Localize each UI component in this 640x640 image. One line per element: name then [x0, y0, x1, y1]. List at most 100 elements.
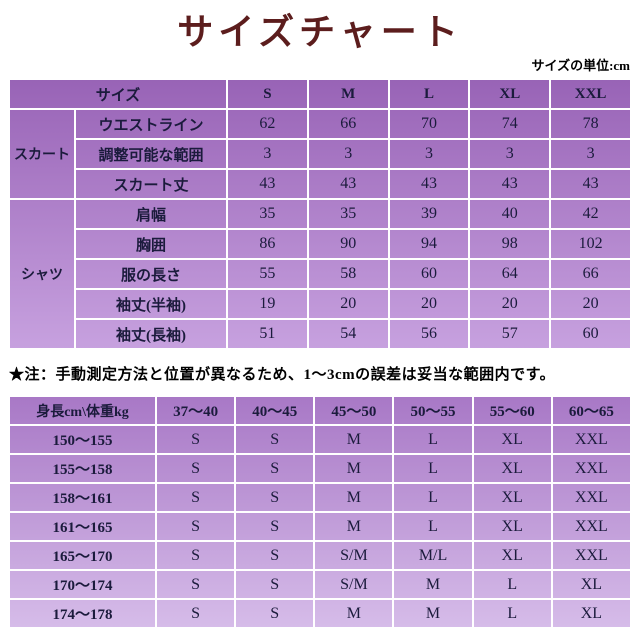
- size-value: 20: [387, 288, 471, 320]
- fit-size-value: M: [313, 598, 395, 629]
- fit-size-value: S: [154, 540, 237, 571]
- height-row-label: 155〜158: [8, 453, 157, 484]
- table-row: 身長cm\体重kg 37〜40 40〜45 45〜50 50〜55 55〜60 …: [8, 395, 633, 426]
- fit-size-value: M: [392, 569, 474, 600]
- size-value: 60: [387, 258, 471, 290]
- height-row-label: 158〜161: [8, 482, 157, 513]
- fit-size-value: S: [154, 453, 237, 484]
- size-value: 43: [226, 168, 309, 200]
- fit-table-corner-label: 身長cm\体重kg: [8, 395, 157, 426]
- size-value: 43: [549, 168, 632, 200]
- height-row-label: 161〜165: [8, 511, 157, 542]
- size-value: 43: [468, 168, 552, 200]
- fit-size-value: XL: [550, 569, 633, 600]
- row-label: 袖丈(半袖): [74, 288, 228, 320]
- size-value: 20: [549, 288, 632, 320]
- size-value: 35: [306, 198, 390, 230]
- height-row-label: 174〜178: [8, 598, 157, 629]
- size-value: 40: [468, 198, 552, 230]
- unit-note: サイズの単位:cm: [531, 58, 630, 73]
- group-label-shirt: シャツ: [8, 198, 76, 350]
- fit-size-value: M: [313, 511, 395, 542]
- size-value: 42: [549, 198, 632, 230]
- table-row: 袖丈(長袖) 51 54 56 57 60: [9, 318, 632, 350]
- fit-size-value: XXL: [550, 482, 633, 513]
- fit-size-value: S: [234, 598, 316, 629]
- fit-size-value: M: [313, 482, 395, 513]
- size-column-header: XL: [468, 78, 552, 110]
- size-column-header: L: [387, 78, 471, 110]
- size-table-corner-label: サイズ: [8, 78, 228, 110]
- fit-size-value: S: [234, 424, 316, 455]
- size-value: 64: [468, 258, 552, 290]
- fit-size-value: S: [154, 482, 237, 513]
- size-value: 66: [549, 258, 632, 290]
- size-value: 57: [468, 318, 552, 350]
- table-row: 155〜158 S S M L XL XXL: [8, 453, 633, 484]
- height-row-label: 165〜170: [8, 540, 157, 571]
- size-value: 55: [226, 258, 309, 290]
- height-row-label: 150〜155: [8, 424, 157, 455]
- row-label: 服の長さ: [74, 258, 228, 290]
- fit-size-value: XL: [550, 598, 633, 629]
- size-value: 3: [387, 138, 471, 170]
- size-column-header: XXL: [549, 78, 632, 110]
- fit-size-value: XL: [471, 540, 553, 571]
- size-value: 43: [306, 168, 390, 200]
- measurement-note: ★注：手動測定方法と位置が異なるため、1〜3cmの誤差は妥当な範囲内です。: [9, 367, 556, 383]
- fit-size-value: M: [313, 424, 395, 455]
- fit-size-value: XXL: [550, 511, 633, 542]
- size-value: 98: [468, 228, 552, 260]
- size-value: 70: [387, 108, 471, 140]
- size-value: 3: [549, 138, 632, 170]
- table-row: 袖丈(半袖) 19 20 20 20 20: [9, 288, 632, 320]
- size-column-header: S: [226, 78, 309, 110]
- fit-size-value: XL: [471, 511, 553, 542]
- fit-size-value: S: [154, 511, 237, 542]
- size-value: 78: [549, 108, 632, 140]
- fit-size-value: S: [154, 424, 237, 455]
- table-row: 174〜178 S S M M L XL: [8, 598, 633, 629]
- row-label: 袖丈(長袖): [74, 318, 228, 350]
- fit-size-value: S: [154, 569, 237, 600]
- weight-column-header: 40〜45: [234, 395, 316, 426]
- fit-size-value: S: [154, 598, 237, 629]
- table-row: 胸囲 86 90 94 98 102: [9, 228, 632, 260]
- fit-size-value: XL: [471, 453, 553, 484]
- table-row: 158〜161 S S M L XL XXL: [8, 482, 633, 513]
- fit-size-value: XL: [471, 424, 553, 455]
- table-row: サイズ S M L XL XXL: [8, 78, 632, 110]
- table-row: 服の長さ 55 58 60 64 66: [9, 258, 632, 290]
- fit-size-value: S: [234, 569, 316, 600]
- size-value: 20: [306, 288, 390, 320]
- size-value: 60: [549, 318, 632, 350]
- size-value: 19: [226, 288, 309, 320]
- row-label: スカート丈: [74, 168, 228, 200]
- weight-column-header: 45〜50: [313, 395, 395, 426]
- table-row: スカート丈 43 43 43 43 43: [9, 168, 632, 200]
- fit-size-value: XXL: [550, 453, 633, 484]
- page-title: サイズチャート: [177, 12, 463, 52]
- row-label: 調整可能な範囲: [74, 138, 228, 170]
- size-recommendation-table: 身長cm\体重kg 37〜40 40〜45 45〜50 50〜55 55〜60 …: [8, 395, 633, 629]
- table-row: シャツ 肩幅 35 35 39 40 42: [8, 198, 632, 350]
- size-value: 74: [468, 108, 552, 140]
- fit-size-value: L: [392, 511, 474, 542]
- fit-size-value: L: [392, 453, 474, 484]
- height-row-label: 170〜174: [8, 569, 157, 600]
- size-value: 66: [306, 108, 390, 140]
- weight-column-header: 60〜65: [550, 395, 633, 426]
- size-value: 3: [306, 138, 390, 170]
- size-value: 20: [468, 288, 552, 320]
- fit-size-value: L: [471, 569, 553, 600]
- fit-size-value: XL: [471, 482, 553, 513]
- size-column-header: M: [306, 78, 390, 110]
- size-value: 39: [387, 198, 471, 230]
- size-value: 3: [226, 138, 309, 170]
- size-chart-page: サイズチャート サイズの単位:cm サイズ S M L XL XXL スカート …: [8, 0, 633, 629]
- fit-size-value: S: [234, 540, 316, 571]
- weight-column-header: 37〜40: [154, 395, 237, 426]
- weight-column-header: 50〜55: [392, 395, 474, 426]
- row-label: ウエストライン: [74, 108, 228, 140]
- table-row: 150〜155 S S M L XL XXL: [8, 424, 633, 455]
